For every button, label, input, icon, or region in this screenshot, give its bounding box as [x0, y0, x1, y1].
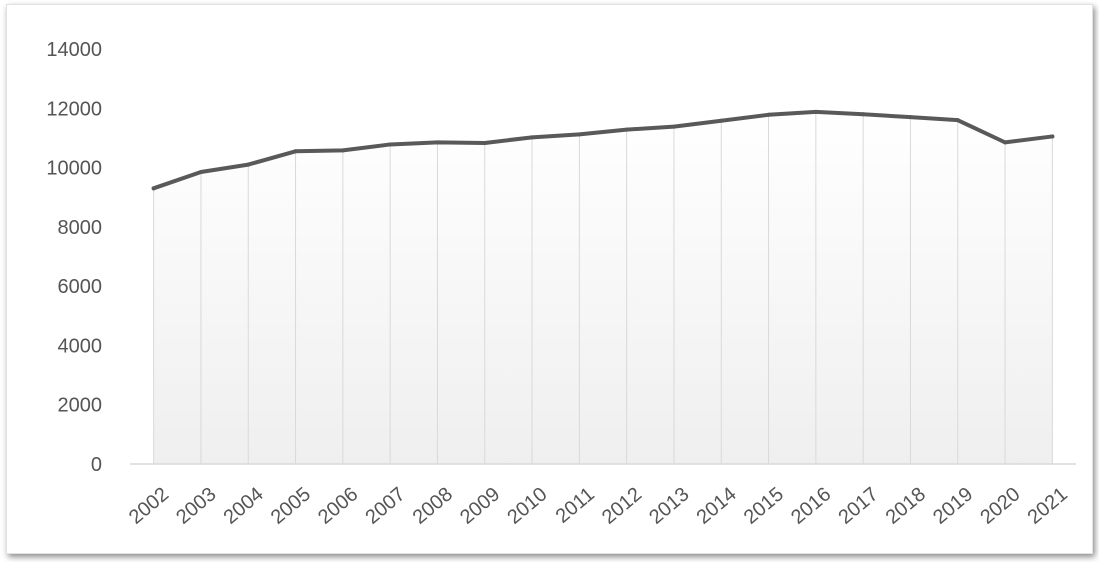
data-point-2006 [340, 148, 345, 153]
x-tick-label: 2021 [1024, 483, 1072, 528]
x-tick-label: 2002 [125, 483, 173, 528]
x-tick-label: 2004 [220, 483, 268, 528]
x-tick-label: 2009 [456, 483, 504, 528]
x-tick-label: 2020 [976, 483, 1024, 528]
x-tick-label: 2013 [645, 483, 693, 528]
data-point-2020 [1003, 140, 1008, 145]
x-tick-label: 2003 [172, 483, 220, 528]
y-tick-label: 4000 [58, 335, 103, 357]
x-tick-label: 2014 [693, 483, 741, 528]
y-tick-label: 2000 [58, 395, 103, 417]
data-point-2005 [293, 149, 298, 154]
x-axis: 2002 2003 2004 2005 2006 2007 2008 2009 2010 2011… [125, 463, 1076, 529]
data-point-2014 [719, 118, 724, 123]
data-point-2019 [955, 118, 960, 123]
x-tick-label: 2017 [834, 483, 882, 528]
gridlines [153, 111, 1053, 464]
x-tick-label: 2016 [787, 483, 835, 528]
y-tick-label: 8000 [58, 217, 103, 239]
y-axis: 0 2000 4000 6000 8000 10000 12000 14000 [46, 39, 102, 476]
x-tick-label: 2008 [409, 483, 457, 528]
x-tick-label: 2019 [929, 483, 977, 528]
area-fill [153, 111, 1053, 464]
y-tick-label: 10000 [46, 158, 102, 180]
data-point-2002 [151, 186, 156, 191]
data-point-2018 [908, 115, 913, 120]
data-point-2021 [1050, 134, 1055, 139]
data-point-2009 [482, 140, 487, 145]
data-point-2010 [530, 135, 535, 140]
series-line [151, 109, 1055, 191]
data-point-2003 [198, 170, 203, 175]
x-tick-label: 2006 [314, 483, 362, 528]
x-tick-label: 2015 [740, 483, 788, 528]
y-tick-label: 14000 [46, 39, 102, 61]
x-tick-label: 2012 [598, 483, 646, 528]
data-point-2007 [388, 142, 393, 147]
y-tick-label: 12000 [46, 98, 102, 120]
data-point-2015 [766, 112, 771, 117]
data-point-2017 [861, 112, 866, 117]
x-tick-label: 2011 [552, 483, 599, 528]
area-layer [153, 111, 1053, 464]
data-point-2011 [577, 132, 582, 137]
y-tick-label: 6000 [58, 276, 103, 298]
data-point-2008 [435, 140, 440, 145]
series-layer [151, 109, 1055, 191]
data-point-2012 [624, 127, 629, 132]
data-point-2004 [246, 162, 251, 167]
x-tick-label: 2018 [882, 483, 930, 528]
x-tick-label: 2005 [267, 483, 315, 528]
data-point-2016 [813, 109, 818, 114]
y-tick-label: 0 [91, 454, 102, 476]
x-tick-label: 2007 [361, 483, 409, 528]
data-point-2013 [671, 124, 676, 129]
x-tick-label: 2010 [503, 483, 551, 528]
